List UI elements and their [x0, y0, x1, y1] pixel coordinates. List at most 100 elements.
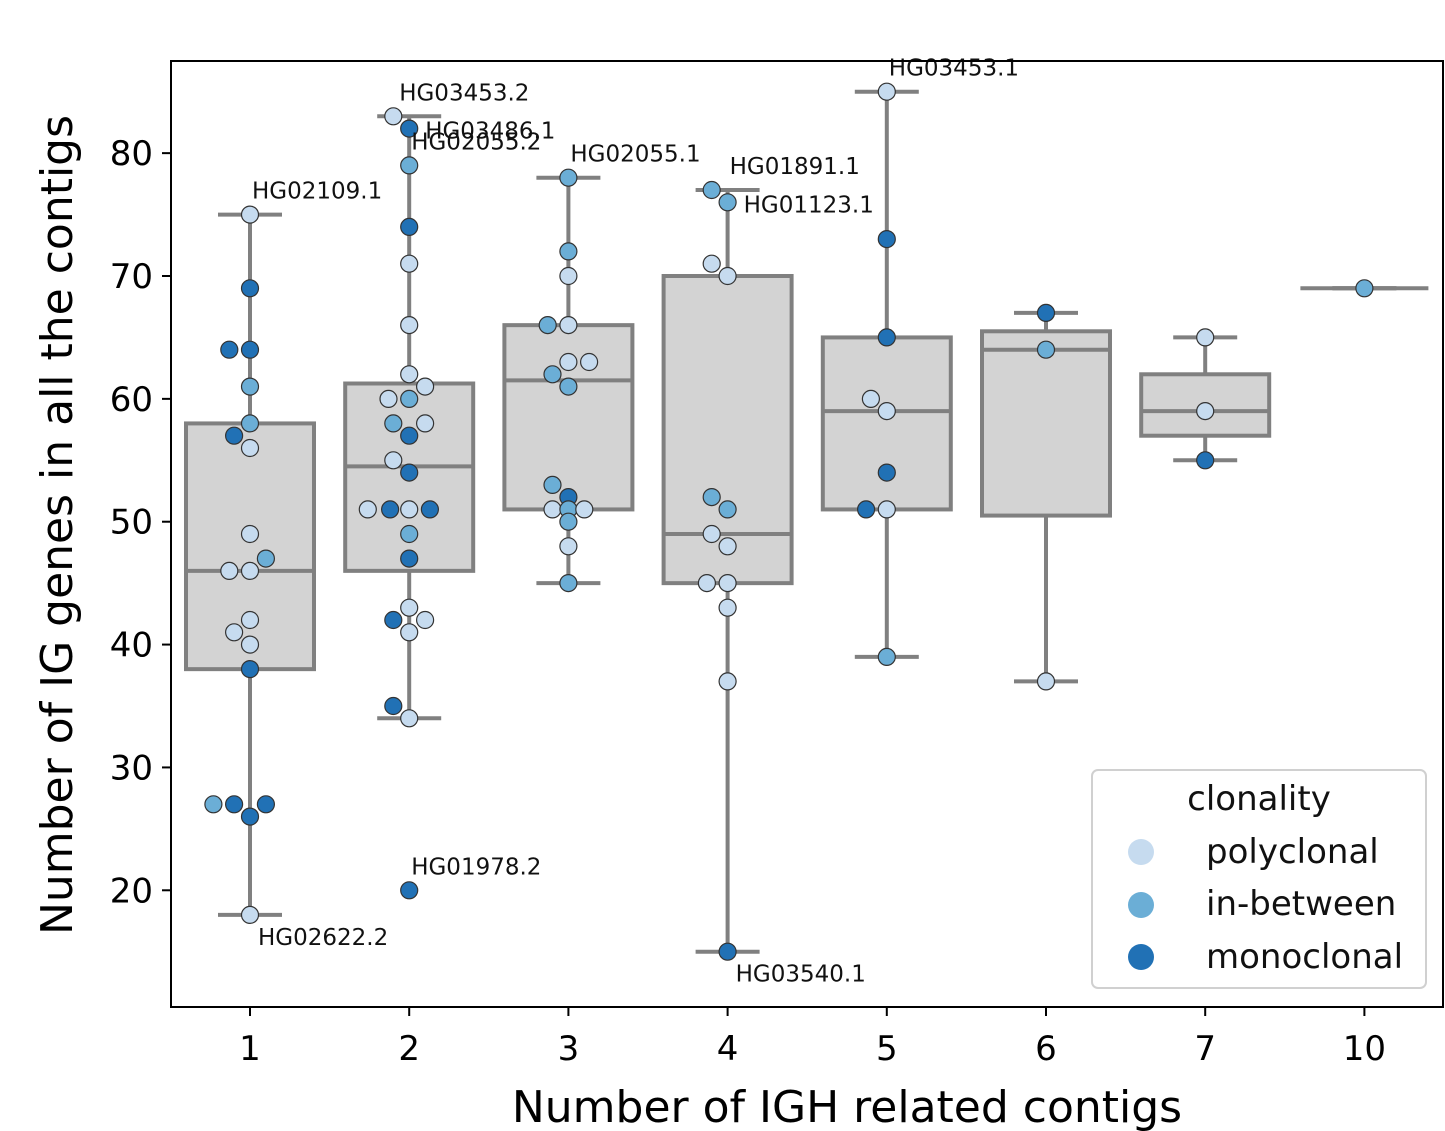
point-annotation: HG02109.1: [252, 179, 382, 205]
data-point: [240, 905, 260, 925]
point-annotation: HG03540.1: [736, 962, 866, 988]
data-point: [240, 610, 260, 630]
data-point: [702, 488, 721, 507]
data-point: [225, 623, 244, 642]
data-point: [579, 352, 599, 372]
data-point: [543, 475, 562, 494]
data-point: [400, 119, 419, 138]
data-point: [1036, 303, 1056, 322]
data-point: [384, 107, 403, 126]
data-point: [559, 316, 578, 335]
data-point: [559, 512, 578, 531]
box-body: [661, 274, 794, 586]
data-point: [240, 659, 260, 679]
legend-label-polyclonal: polyclonal: [1206, 832, 1379, 872]
data-point: [575, 500, 594, 519]
data-point: [416, 414, 435, 433]
data-point: [400, 156, 419, 175]
data-point: [400, 254, 419, 273]
point-annotation: HG03486.1: [425, 119, 555, 145]
data-point: [702, 180, 721, 200]
data-point: [240, 414, 260, 433]
data-point: [225, 795, 244, 814]
data-point: [379, 389, 398, 408]
data-point: [204, 795, 223, 814]
box-body: [980, 329, 1112, 518]
data-point: [256, 795, 275, 814]
point-annotation: HG01978.2: [411, 854, 541, 880]
data-point: [240, 807, 260, 826]
data-point: [718, 537, 737, 556]
box-body: [820, 335, 953, 512]
data-point: [877, 647, 896, 667]
y-tick-label: 40: [110, 626, 153, 666]
box-body: [184, 421, 316, 672]
data-point: [400, 500, 419, 519]
y-tick-label: 80: [110, 134, 153, 174]
data-point: [877, 328, 896, 347]
data-point: [220, 561, 239, 581]
data-point: [877, 230, 896, 249]
data-point: [559, 573, 578, 593]
data-point: [559, 537, 578, 556]
data-point: [877, 402, 896, 421]
data-point: [400, 426, 419, 445]
legend-marker-in-between: [1128, 892, 1154, 918]
data-point: [400, 316, 419, 335]
data-point: [240, 635, 260, 654]
point-annotation: HG02622.2: [258, 925, 388, 951]
data-point: [538, 316, 557, 335]
legend-marker-polyclonal: [1128, 839, 1154, 865]
legend-label-monoclonal: monoclonal: [1206, 937, 1403, 977]
x-tick-label: 3: [558, 1029, 580, 1069]
data-point: [718, 672, 737, 691]
data-point: [543, 365, 562, 384]
data-point: [718, 573, 737, 593]
data-point: [702, 254, 721, 273]
data-point: [240, 438, 260, 458]
data-point: [702, 524, 721, 544]
y-tick-label: 20: [110, 871, 153, 911]
box-body: [502, 323, 635, 512]
box-3: [502, 175, 635, 586]
data-point: [718, 942, 737, 961]
data-point: [240, 205, 260, 224]
data-point: [1036, 672, 1056, 691]
data-point: [240, 340, 260, 359]
x-tick-label: 2: [398, 1029, 420, 1069]
data-point: [877, 500, 896, 519]
data-point: [718, 266, 737, 286]
y-tick-label: 70: [110, 257, 153, 297]
legend-frame: [1091, 769, 1427, 989]
y-tick-label: 60: [110, 380, 153, 420]
legend: clonality polyclonal in-between monoclon…: [1091, 769, 1427, 989]
data-point: [1196, 402, 1215, 421]
y-axis-label: Number of IG genes in all the contigs: [32, 115, 83, 935]
point-annotation: HG01891.1: [730, 154, 860, 180]
x-tick-label: 10: [1343, 1029, 1386, 1069]
data-point: [400, 463, 419, 482]
x-tick-label: 1: [239, 1029, 261, 1069]
data-point: [400, 623, 419, 642]
data-point: [384, 696, 403, 716]
data-point: [1196, 328, 1215, 347]
data-point: [240, 561, 260, 581]
data-point: [400, 881, 419, 900]
data-point: [400, 524, 419, 544]
data-point: [1196, 451, 1215, 470]
legend-label-in-between: in-between: [1206, 884, 1396, 924]
data-point: [400, 389, 419, 408]
data-point: [400, 549, 419, 568]
data-point: [420, 500, 439, 519]
x-tick-label: 4: [717, 1029, 739, 1069]
x-tick-label: 5: [876, 1029, 898, 1069]
axes: 1 2 3 4 5 6 7 10 20 30 40 50 60 70 80: [110, 60, 1444, 1069]
y-tick-label: 30: [110, 748, 153, 788]
data-point: [559, 168, 578, 187]
data-point: [856, 500, 876, 519]
data-point: [358, 500, 377, 519]
data-point: [1036, 340, 1056, 359]
data-point: [877, 463, 896, 482]
data-point: [400, 598, 419, 617]
